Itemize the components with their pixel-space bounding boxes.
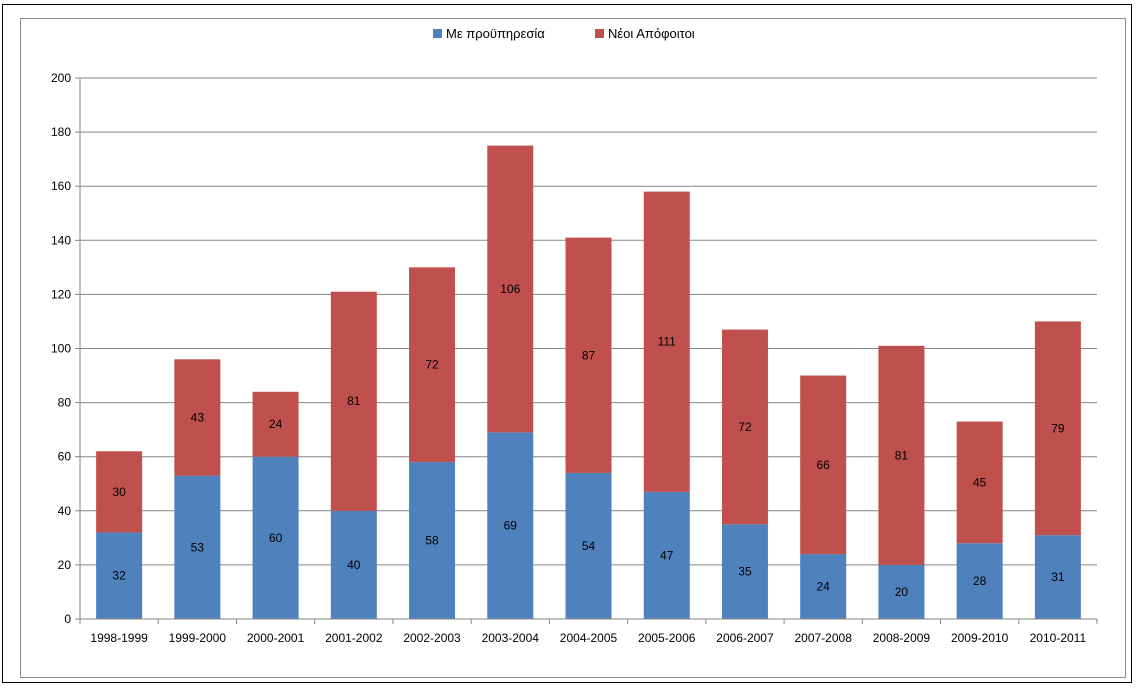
bars [96,145,1081,619]
data-label: 106 [500,282,520,296]
data-label: 81 [895,448,909,462]
x-tick-label: 2005-2006 [638,631,696,645]
data-label: 20 [895,585,909,599]
data-label: 53 [191,540,205,554]
bar-segment-experienced [1034,535,1081,619]
x-tick-label: 2006-2007 [716,631,774,645]
data-label: 87 [582,348,596,362]
bar-segment-new-graduates [721,329,768,525]
bar-segment-new-graduates [643,191,690,492]
data-label: 79 [1051,421,1065,435]
bar-segment-experienced [252,456,299,619]
data-label: 24 [269,417,283,431]
bar-segment-new-graduates [1034,321,1081,536]
data-label: 30 [112,485,126,499]
data-labels: 32 30 53 43 60 24 40 81 58 72 69 106 54 87 47 111 35 72 24… [112,282,1064,599]
data-label: 54 [582,539,596,553]
bar-segment-new-graduates [330,291,377,511]
x-tick-label: 2009-2010 [951,631,1009,645]
x-axis: 1998-1999 1999-2000 2000-2001 2001-2002 2002… [79,618,1098,645]
bar-segment-experienced [96,532,143,619]
x-tick-label: 2002-2003 [403,631,461,645]
data-label: 24 [817,580,831,594]
y-tick-label: 200 [51,71,71,85]
bar-segment-new-graduates [565,237,612,473]
data-label: 69 [504,519,518,533]
x-tick-label: 2010-2011 [1030,631,1087,645]
legend-label: Με προϋπηρεσία [446,26,545,41]
data-label: 47 [660,548,674,562]
x-tick-label: 2000-2001 [247,631,305,645]
x-tick-label: 2001-2002 [325,631,383,645]
data-label: 35 [738,565,752,579]
bar-segment-new-graduates [96,451,143,533]
bar-segment-experienced [800,554,847,619]
bar-segment-new-graduates [252,391,299,457]
bar-segment-experienced [721,524,768,619]
y-tick-label: 140 [51,233,71,247]
y-tick-label: 100 [51,342,71,356]
y-tick-label: 80 [58,396,72,410]
bar-segment-new-graduates [956,421,1003,544]
data-label: 60 [269,531,283,545]
y-tick-label: 40 [58,504,72,518]
bar-segment-experienced [643,491,690,619]
x-tick-label: 1998-1999 [90,631,148,645]
data-label: 40 [347,558,361,572]
bar-segment-experienced [565,472,612,619]
x-tick-label: 2008-2009 [873,631,931,645]
data-label: 111 [658,335,677,349]
bar-segment-experienced [878,564,925,619]
y-tick-label: 0 [64,612,71,626]
data-label: 45 [973,475,987,489]
data-label: 58 [425,534,439,548]
bar-segment-new-graduates [878,345,925,565]
y-axis: 0 20 40 60 80 100 120 140 160 180 200 [51,71,81,626]
data-label: 81 [347,394,361,408]
bar-segment-experienced [409,462,456,619]
y-tick-label: 60 [58,450,72,464]
data-label: 72 [738,420,752,434]
y-tick-label: 120 [51,287,71,301]
x-tick-label: 2004-2005 [560,631,618,645]
bar-segment-new-graduates [174,359,221,476]
y-tick-label: 160 [51,179,71,193]
legend-label: Νέοι Απόφοιτοι [608,26,695,41]
bar-segment-new-graduates [409,267,456,463]
data-label: 72 [425,358,439,372]
bar-segment-new-graduates [800,375,847,555]
bar-segment-experienced [956,543,1003,619]
data-label: 28 [973,574,987,588]
bar-segment-experienced [174,475,221,619]
bar-segment-experienced [330,510,377,619]
x-tick-label: 2007-2008 [794,631,852,645]
data-label: 43 [191,410,205,424]
data-label: 66 [817,458,831,472]
bar-segment-experienced [487,432,534,619]
data-label: 31 [1051,570,1065,584]
x-tick-label: 2003-2004 [482,631,540,645]
x-tick-label: 1999-2000 [169,631,227,645]
y-tick-label: 20 [58,558,72,572]
data-label: 32 [112,569,126,583]
y-tick-label: 180 [51,125,71,139]
legend: Με προϋπηρεσία Νέοι Απόφοιτοι [433,26,695,41]
legend-swatch [433,29,442,38]
bar-segment-new-graduates [487,145,534,433]
legend-swatch [595,29,604,38]
